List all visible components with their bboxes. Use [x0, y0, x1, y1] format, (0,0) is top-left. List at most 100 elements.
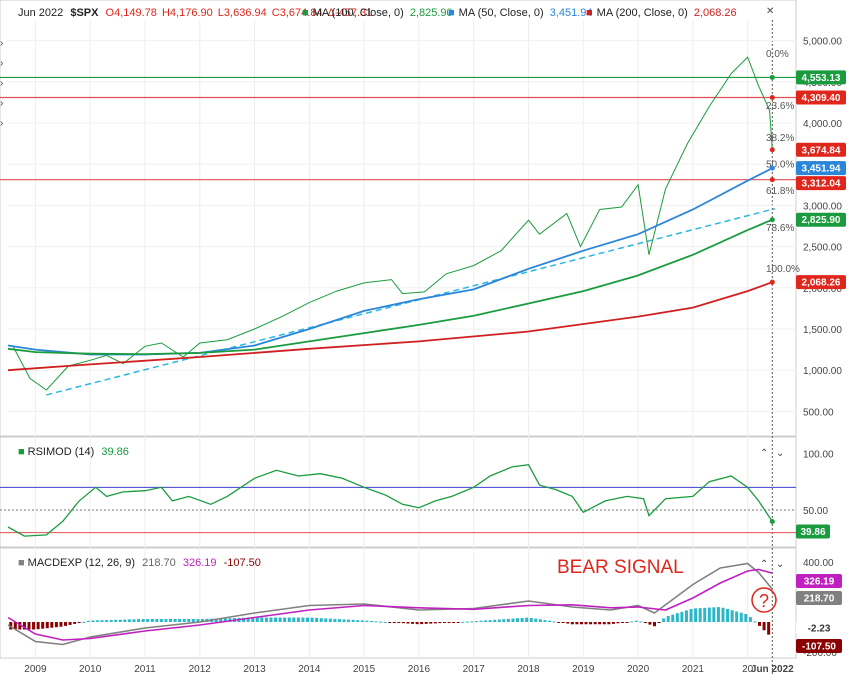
macd-histogram-bar: [429, 622, 433, 624]
ma100-label: MA (100, Close, 0): [313, 7, 404, 19]
rsi-badge: [796, 524, 830, 539]
price-badge: [796, 161, 846, 176]
toolbar-chevron-icon[interactable]: ›: [0, 38, 3, 49]
ma100-legend: ■ MA (100, Close, 0) 2,825.90: [302, 7, 453, 19]
price-badge-text: 3,312.04: [802, 179, 841, 190]
macd-histogram-bar: [442, 622, 446, 623]
question-circle-icon: [751, 587, 777, 613]
price-y-tick: 1,500.00: [803, 325, 842, 336]
macd-histogram-bar: [684, 610, 688, 622]
macd-histogram-bar: [411, 622, 415, 624]
macd-chevron-down-icon[interactable]: ⌄: [776, 559, 784, 570]
macd-chevron-up-icon[interactable]: ⌃: [760, 559, 768, 570]
macd-histogram-bar: [452, 622, 456, 623]
macd-histogram-bar: [118, 619, 122, 622]
price-badge: [796, 70, 846, 85]
macd-histogram-bar: [379, 621, 383, 623]
macd-histogram-bar: [150, 619, 154, 622]
macd-histogram-bar: [543, 620, 547, 622]
macd-histogram-bar: [529, 617, 533, 622]
toolbar-chevron-icon[interactable]: ›: [0, 118, 3, 129]
macd-histogram-bar: [41, 622, 45, 629]
macd-histogram-bar: [274, 617, 278, 622]
header-symbol: $SPX: [70, 7, 99, 19]
drawing-toolbar: › › › › ›: [0, 38, 3, 129]
fib-level-label: 0.0%: [766, 49, 789, 60]
macd-histogram-bar: [13, 622, 17, 630]
macd-histogram-bar: [164, 619, 168, 622]
bear-signal-annotation: BEAR SIGNAL: [557, 557, 684, 578]
macd-histogram-bar: [557, 622, 561, 623]
macd-histogram-bar: [114, 619, 118, 622]
x-tick-label: Jun 2022: [751, 664, 794, 675]
macd-histogram-bar: [657, 622, 661, 623]
price-y-tick: 4,000.00: [803, 119, 842, 130]
macd-histogram-bar: [223, 618, 227, 622]
price-series-line: [13, 56, 773, 391]
macd-histogram-bar: [73, 622, 77, 624]
macd-histogram-bar: [589, 622, 593, 625]
macd-histogram-bar: [356, 620, 360, 622]
macd-histogram-bar: [675, 613, 679, 622]
macd-histogram-bar: [397, 622, 401, 623]
rsi-chevron-up-icon[interactable]: ⌃: [760, 448, 768, 459]
x-tick-label: 2021: [682, 664, 705, 675]
macd-histogram-bar: [762, 622, 766, 631]
price-y-tick: 5,000.00: [803, 37, 842, 48]
rsi-pane: [0, 436, 797, 548]
macd-histogram-bar: [383, 621, 387, 623]
macd-histogram-bar: [333, 618, 337, 622]
toolbar-chevron-icon[interactable]: ›: [0, 78, 3, 89]
macd-histogram-bar: [739, 612, 743, 622]
macd-histogram-bar: [479, 620, 483, 622]
macd-histogram-bar: [292, 617, 296, 622]
macd-histogram-bar: [698, 608, 702, 622]
price-close-icon[interactable]: ✕: [766, 6, 774, 17]
macd-histogram-bar: [730, 610, 734, 622]
ma100-value: 2,825.90: [410, 7, 453, 19]
rsi-chevron-down-icon[interactable]: ⌄: [776, 448, 784, 459]
macd-histogram-bar: [324, 618, 328, 622]
macd-histogram-bar: [351, 619, 355, 622]
macd-histogram-bar: [301, 617, 305, 622]
header-period: Jun 2022: [18, 7, 63, 19]
macd-histogram-bar: [315, 617, 319, 622]
macd-histogram-bar: [662, 618, 666, 622]
macd-histogram-bar: [242, 617, 246, 622]
rsi-point-marker: [769, 518, 775, 524]
price-badge: [796, 90, 846, 105]
rsi-legend: ■ RSIMOD (14) 39.86: [18, 446, 129, 458]
macd-histogram-bar: [251, 617, 255, 622]
macd-histogram-bar: [196, 619, 200, 622]
macd-histogram-bar: [735, 611, 739, 622]
header-close: C3,674.84: [272, 7, 323, 19]
macd-histogram-bar: [694, 608, 698, 622]
macd-histogram-bar: [712, 607, 716, 622]
moving-average-line: [7, 281, 773, 372]
price-point-marker: [769, 95, 775, 101]
macd-histogram-bar: [22, 622, 26, 630]
macd-histogram-bar: [420, 622, 424, 625]
toolbar-chevron-icon[interactable]: ›: [0, 58, 3, 69]
price-y-tick: 2,500.00: [803, 243, 842, 254]
macd-histogram-bar: [611, 622, 615, 624]
toolbar-chevron-icon[interactable]: ›: [0, 98, 3, 109]
macd-histogram-bar: [534, 618, 538, 622]
x-tick-label: 2009: [24, 664, 47, 675]
price-badge: [796, 212, 846, 227]
macd-histogram-bar: [246, 617, 250, 622]
macd-histogram-bar: [365, 620, 369, 622]
rsi-y-tick: 50.00: [803, 506, 828, 517]
macd-histogram-bar: [570, 622, 574, 625]
macd-histogram-bar: [584, 622, 588, 625]
ma200-label: MA (200, Close, 0): [597, 7, 688, 19]
macd-histogram-bar: [123, 619, 127, 622]
macd-histogram-bar: [91, 620, 95, 622]
macd-histogram-bar: [493, 619, 497, 622]
macd-histogram-bar: [214, 618, 218, 622]
macd-histogram-bar: [18, 622, 22, 630]
macd-histogram-bar: [146, 619, 150, 622]
macd-histogram-bar: [465, 621, 469, 623]
price-badge-text: 4,553.13: [802, 73, 841, 84]
macd-histogram-bar: [634, 620, 638, 622]
